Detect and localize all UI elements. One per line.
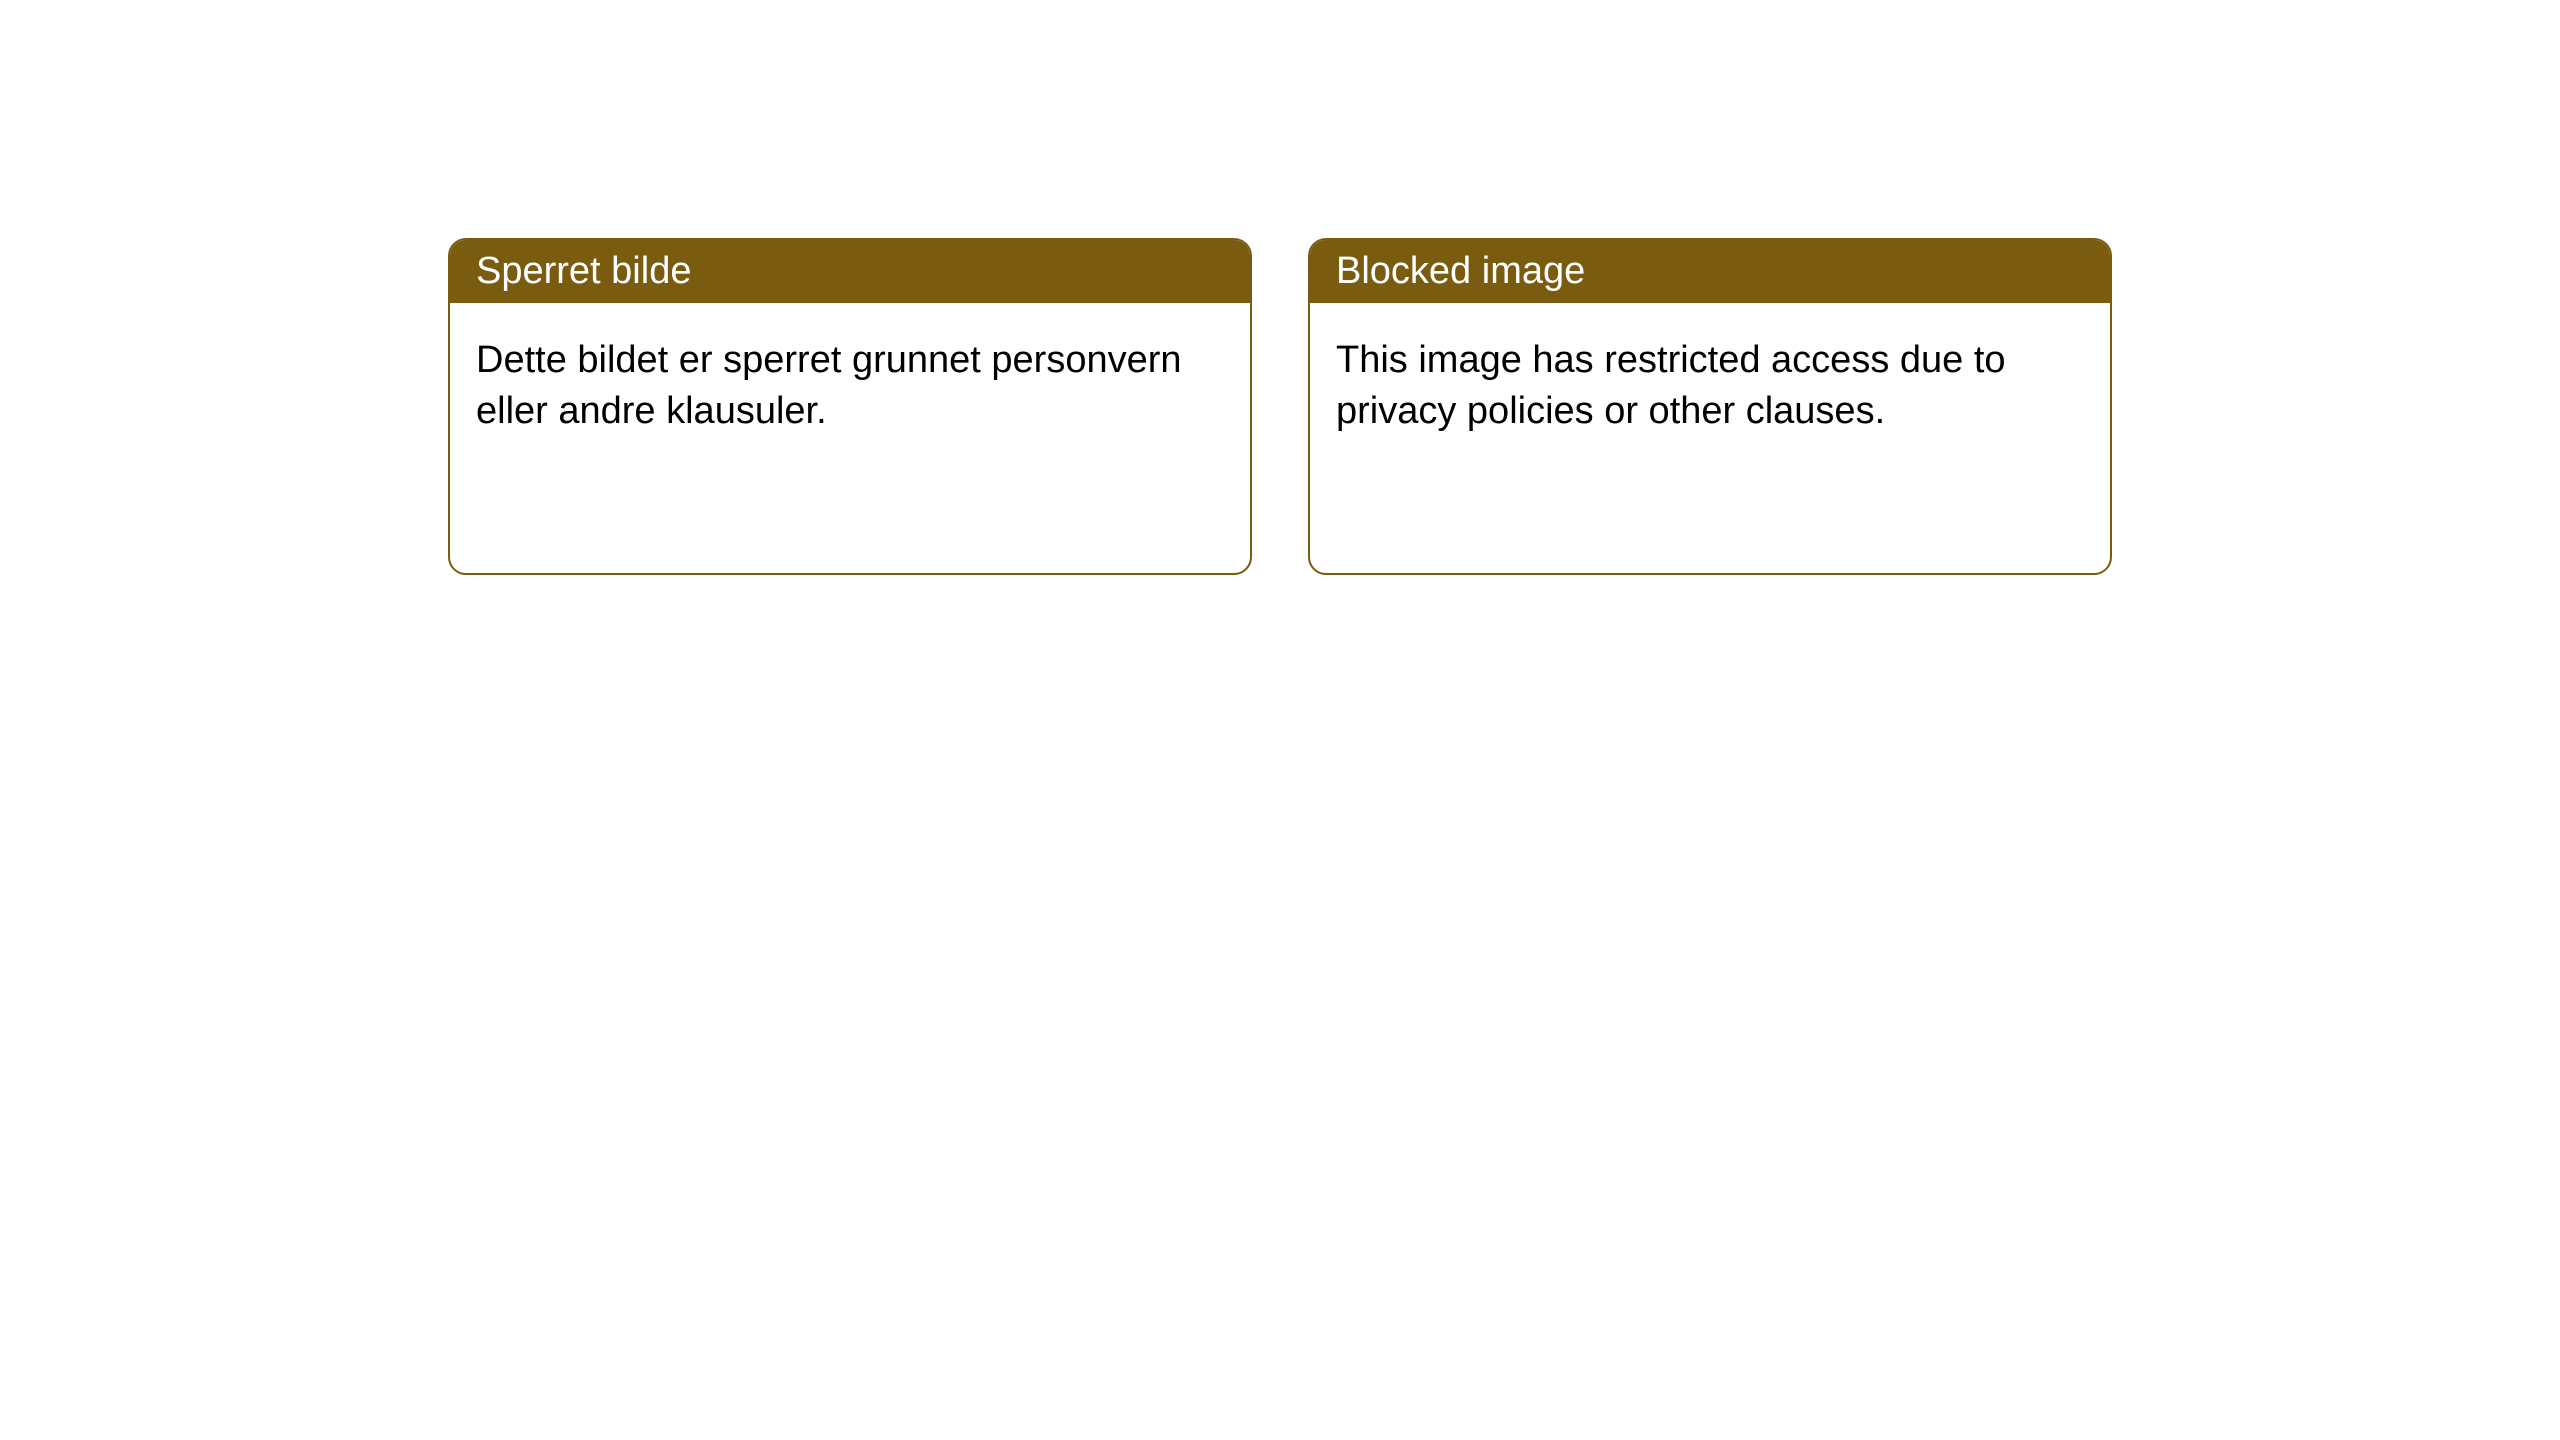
card-body-en: This image has restricted access due to … [1310,303,2110,573]
notice-container: Sperret bilde Dette bildet er sperret gr… [0,0,2560,575]
card-header-no: Sperret bilde [450,240,1250,303]
blocked-image-card-no: Sperret bilde Dette bildet er sperret gr… [448,238,1252,575]
card-body-no: Dette bildet er sperret grunnet personve… [450,303,1250,573]
blocked-image-card-en: Blocked image This image has restricted … [1308,238,2112,575]
card-header-en: Blocked image [1310,240,2110,303]
